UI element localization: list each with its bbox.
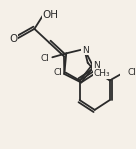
Text: O: O [9, 34, 18, 44]
Text: Cl: Cl [53, 68, 62, 77]
Text: CH₃: CH₃ [94, 69, 110, 78]
Text: N: N [93, 60, 99, 70]
Text: Cl: Cl [41, 54, 50, 63]
Text: Cl: Cl [127, 68, 136, 77]
Text: N: N [82, 46, 89, 55]
Text: OH: OH [42, 10, 58, 20]
